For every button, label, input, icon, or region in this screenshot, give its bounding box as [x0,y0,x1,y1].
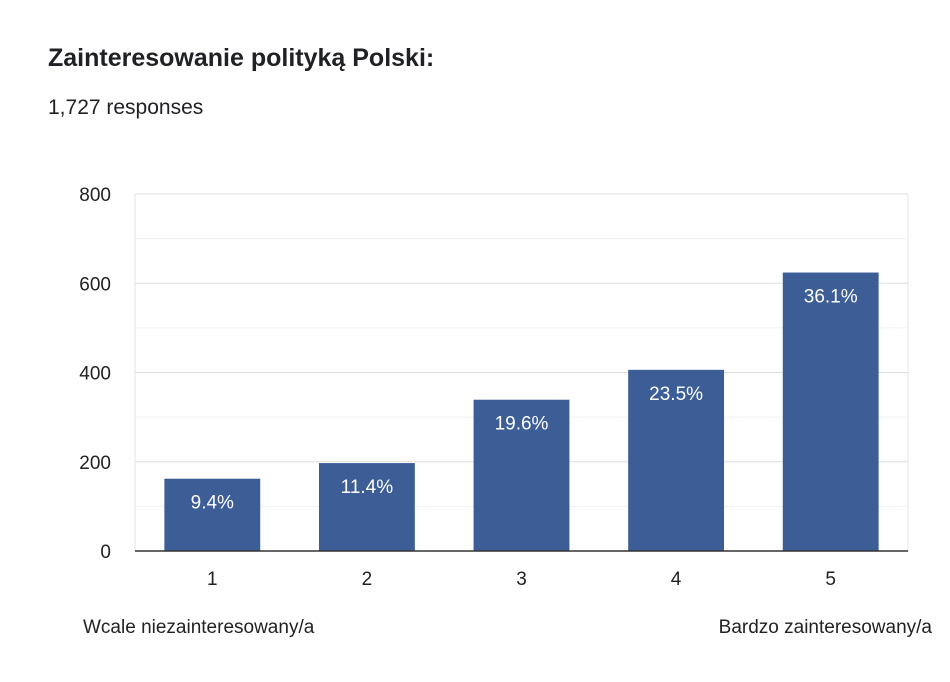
x-tick-label: 2 [362,569,373,590]
bar [164,478,261,551]
bar [782,272,879,551]
bar-data-label: 11.4% [341,477,394,498]
bar-data-label: 19.6% [495,414,549,435]
bar [473,399,570,551]
bar [318,463,415,551]
x-tick-label: 4 [671,569,682,590]
bar-data-label: 9.4% [191,493,234,514]
y-tick-label: 0 [100,542,111,563]
y-tick-label: 200 [79,453,111,474]
bar-data-label: 36.1% [804,287,858,308]
y-tick-label: 400 [79,364,111,385]
scale-label-low: Wcale niezainteresowany/a [83,617,315,638]
bar-data-label: 23.5% [649,384,703,405]
y-tick-label: 800 [79,185,111,206]
y-tick-label: 600 [79,274,111,295]
x-tick-label: 1 [207,569,218,590]
scale-label-high: Bardzo zainteresowany/a [719,617,933,638]
x-tick-label: 3 [516,569,527,590]
bar [628,369,725,551]
x-tick-label: 5 [825,569,836,590]
page-title: Zainteresowanie polityką Polski: [48,44,435,72]
response-count: 1,727 responses [48,96,204,119]
